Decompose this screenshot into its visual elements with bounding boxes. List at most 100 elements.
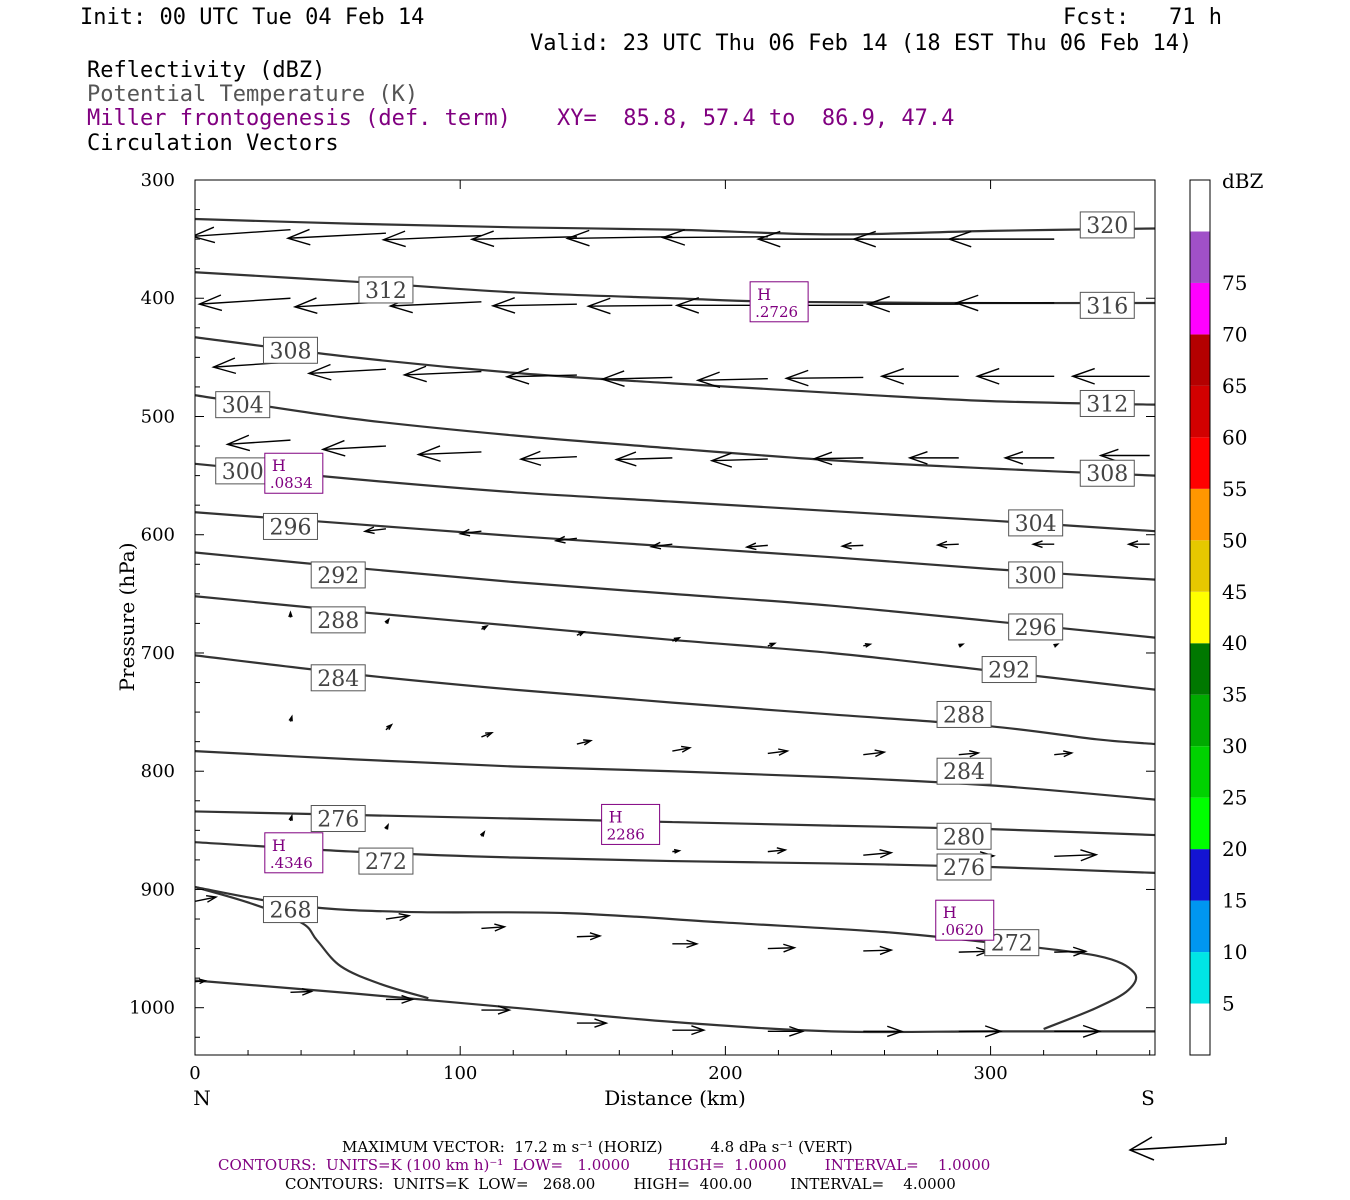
- contour-label: 288: [936, 700, 992, 728]
- svg-text:.0834: .0834: [270, 474, 313, 492]
- circulation-vector: [709, 452, 768, 468]
- circulation-vector: [954, 294, 1055, 312]
- frontogenesis-high: H.0620: [935, 899, 995, 941]
- legend-reflectivity: Reflectivity (dBZ): [87, 58, 326, 83]
- colorbar-tick-label: 60: [1222, 425, 1247, 449]
- circulation-vector: [756, 230, 864, 248]
- colorbar-tick-label: 25: [1222, 786, 1247, 810]
- x-tick-label: 100: [443, 1063, 477, 1084]
- colorbar-bin: [1190, 952, 1210, 1004]
- circulation-vector: [504, 367, 577, 385]
- colorbar-bin: [1190, 231, 1210, 283]
- contour-label: 312: [358, 276, 414, 304]
- contour-label: 284: [936, 757, 992, 785]
- y-tick-label: 300: [141, 170, 175, 191]
- colorbar-bin: [1190, 180, 1210, 232]
- circulation-vector: [1054, 750, 1074, 758]
- svg-text:292: 292: [317, 564, 359, 589]
- colorbar-tick-label: 55: [1222, 477, 1247, 501]
- circulation-vector: [481, 923, 507, 932]
- legend-miller: Miller frontogenesis (def. term): [87, 106, 511, 131]
- circulation-vector: [481, 731, 494, 738]
- colorbar-bin: [1190, 746, 1210, 798]
- colorbar-bin: [1190, 488, 1210, 541]
- circulation-vector: [288, 714, 293, 722]
- contour-label: 284: [310, 664, 366, 692]
- svg-text:H: H: [272, 456, 286, 475]
- svg-text:304: 304: [222, 394, 264, 419]
- contour-label: 292: [981, 656, 1037, 684]
- frontogenesis-high: H.4346: [264, 832, 324, 874]
- svg-text:308: 308: [1086, 462, 1128, 487]
- legend-circulation: Circulation Vectors: [87, 131, 339, 156]
- svg-text:288: 288: [943, 703, 985, 728]
- contour-label: 320: [1079, 211, 1135, 239]
- colorbar-tick-label: 35: [1222, 683, 1247, 707]
- circulation-vector: [863, 1025, 904, 1038]
- contour-label: 308: [1079, 459, 1135, 487]
- colorbar-bin: [1190, 437, 1210, 489]
- frontogenesis-high: H.2726: [749, 281, 809, 323]
- contour-label: 292: [310, 561, 366, 589]
- contour-label: 288: [310, 606, 366, 634]
- svg-text:284: 284: [943, 760, 985, 785]
- svg-text:2286: 2286: [607, 825, 645, 843]
- circulation-vector: [863, 849, 894, 859]
- circulation-vector: [907, 451, 959, 465]
- circulation-vector: [863, 945, 894, 956]
- circulation-vector: [958, 946, 991, 957]
- svg-text:312: 312: [365, 279, 407, 304]
- colorbar-tick-label: 70: [1222, 322, 1247, 346]
- circulation-vector: [672, 636, 682, 643]
- circulation-vector: [1126, 540, 1150, 549]
- circulation-vector: [385, 994, 415, 1004]
- svg-text:H: H: [609, 807, 623, 826]
- circulation-vector: [958, 1025, 1003, 1038]
- circulation-vector: [767, 642, 777, 648]
- theta-contour: [195, 394, 1155, 477]
- circulation-vector: [576, 630, 586, 637]
- circulation-vector: [865, 295, 959, 313]
- circulation-vector: [306, 363, 386, 381]
- circulation-vector: [935, 540, 959, 549]
- circulation-vector: [767, 1025, 805, 1037]
- colorbar-bin: [1190, 849, 1210, 901]
- theta-contour: [195, 841, 1155, 875]
- contours-theta-note: CONTOURS: UNITS=K LOW= 268.00 HIGH= 400.…: [285, 1175, 956, 1193]
- theta-contour: [195, 462, 1155, 533]
- theta-contour: [195, 979, 1155, 1034]
- colorbar-unit-label: dBZ: [1222, 169, 1264, 193]
- circulation-vector: [385, 912, 412, 922]
- colorbar-bin: [1190, 591, 1210, 644]
- colorbar-bin: [1190, 1003, 1210, 1055]
- circulation-vector: [879, 367, 959, 385]
- y-tick-label: 900: [141, 879, 175, 900]
- contour-label: 316: [1079, 291, 1135, 319]
- svg-text:308: 308: [269, 339, 311, 364]
- circulation-vector: [840, 541, 864, 550]
- colorbar-bin: [1190, 797, 1210, 850]
- circulation-vector: [1098, 448, 1150, 463]
- y-tick-label: 1000: [129, 998, 175, 1019]
- y-tick-label: 800: [141, 761, 175, 782]
- circulation-vector: [1003, 451, 1055, 465]
- svg-text:280: 280: [943, 825, 985, 850]
- y-tick-label: 600: [141, 525, 175, 546]
- circulation-vector: [863, 749, 887, 758]
- init-time: Init: 00 UTC Tue 04 Feb 14: [80, 5, 425, 30]
- contour-label: 300: [215, 457, 271, 485]
- circulation-vector: [614, 451, 673, 467]
- circulation-vector: [1054, 946, 1088, 957]
- contour-label: 296: [262, 512, 318, 540]
- colorbar-frame: [1189, 179, 1211, 1056]
- svg-text:.0620: .0620: [941, 921, 984, 939]
- theta-contour: [195, 336, 1155, 406]
- theta-contour: [195, 271, 1155, 305]
- svg-text:.4346: .4346: [270, 854, 313, 872]
- y-tick-label: 400: [141, 288, 175, 309]
- svg-text:H: H: [943, 903, 957, 922]
- circulation-vector: [479, 830, 486, 837]
- circulation-vector: [660, 229, 768, 246]
- circulation-vector: [600, 370, 673, 387]
